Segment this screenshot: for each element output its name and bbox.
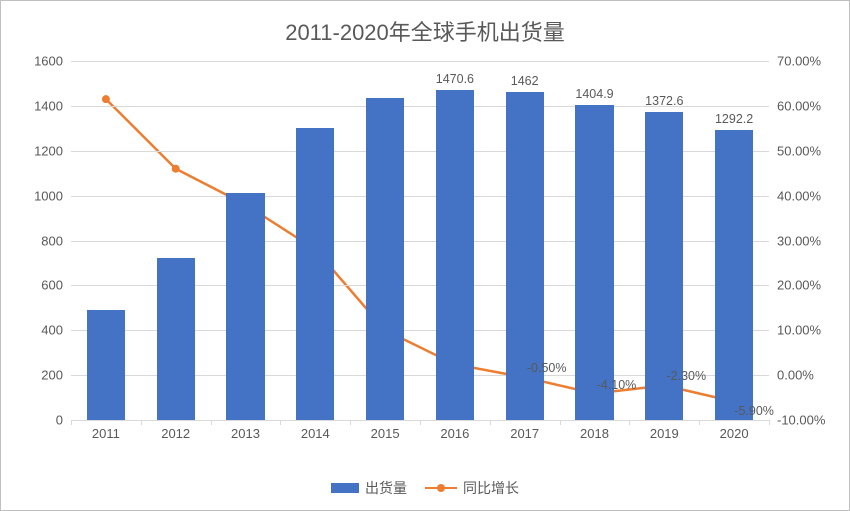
line-marker	[102, 95, 110, 103]
x-tick	[699, 420, 700, 425]
chart-title: 2011-2020年全球手机出货量	[1, 1, 849, 47]
bar	[575, 105, 613, 420]
bar	[226, 193, 264, 420]
bar	[436, 90, 474, 420]
bar	[87, 310, 125, 420]
y-left-tick-label: 800	[41, 233, 71, 248]
x-tick-label: 2016	[440, 420, 469, 441]
y-right-tick-label: 70.00%	[769, 54, 821, 69]
bar-data-label: 1292.2	[715, 112, 753, 126]
x-tick-label: 2015	[371, 420, 400, 441]
grid-line	[71, 61, 769, 62]
legend-swatch-line	[425, 487, 457, 490]
x-tick	[420, 420, 421, 425]
plot-area: 02004006008001000120014001600-10.00%0.00…	[71, 61, 769, 420]
line-data-label: -2.30%	[666, 369, 706, 383]
legend: 出货量 同比增长	[1, 478, 849, 498]
y-left-tick-label: 1600	[34, 54, 71, 69]
x-tick	[141, 420, 142, 425]
legend-swatch-bar	[331, 483, 359, 493]
legend-item-bars: 出货量	[331, 478, 407, 498]
y-left-tick-label: 0	[56, 413, 71, 428]
x-tick-label: 2011	[92, 420, 120, 441]
x-tick	[629, 420, 630, 425]
y-left-tick-label: 1200	[34, 143, 71, 158]
bar	[366, 98, 404, 420]
x-tick-label: 2017	[510, 420, 539, 441]
y-left-tick-label: 400	[41, 323, 71, 338]
legend-label-bars: 出货量	[365, 478, 407, 498]
y-left-tick-label: 200	[41, 368, 71, 383]
bar-data-label: 1404.9	[575, 87, 613, 101]
chart-container: 2011-2020年全球手机出货量 0200400600800100012001…	[0, 0, 850, 511]
legend-label-line: 同比增长	[463, 478, 519, 498]
y-left-tick-label: 600	[41, 278, 71, 293]
bar	[157, 258, 195, 420]
y-right-tick-label: 10.00%	[769, 323, 821, 338]
x-tick-label: 2020	[720, 420, 749, 441]
x-tick	[769, 420, 770, 425]
bar	[296, 128, 334, 420]
x-tick-label: 2014	[301, 420, 330, 441]
x-tick-label: 2019	[650, 420, 679, 441]
bar-data-label: 1470.6	[436, 72, 474, 86]
x-tick-label: 2018	[580, 420, 609, 441]
line-path	[106, 99, 734, 401]
bar-data-label: 1372.6	[645, 94, 683, 108]
y-right-tick-label: -10.00%	[769, 413, 825, 428]
bar-data-label: 1462	[511, 74, 539, 88]
y-right-tick-label: 30.00%	[769, 233, 821, 248]
legend-item-line: 同比增长	[425, 478, 519, 498]
y-right-tick-label: 0.00%	[769, 368, 814, 383]
x-tick-label: 2013	[231, 420, 260, 441]
line-data-label: -5.90%	[734, 404, 774, 418]
x-tick	[560, 420, 561, 425]
y-right-tick-label: 20.00%	[769, 278, 821, 293]
line-data-label: -0.50%	[527, 361, 567, 375]
line-data-label: -4.10%	[597, 378, 637, 392]
line-marker	[172, 165, 180, 173]
y-left-tick-label: 1400	[34, 98, 71, 113]
x-tick	[490, 420, 491, 425]
x-tick-label: 2012	[161, 420, 190, 441]
x-tick	[350, 420, 351, 425]
bar	[715, 130, 753, 420]
x-tick	[211, 420, 212, 425]
x-tick	[71, 420, 72, 425]
y-right-tick-label: 50.00%	[769, 143, 821, 158]
x-tick	[280, 420, 281, 425]
y-right-tick-label: 60.00%	[769, 98, 821, 113]
y-right-tick-label: 40.00%	[769, 188, 821, 203]
y-left-tick-label: 1000	[34, 188, 71, 203]
